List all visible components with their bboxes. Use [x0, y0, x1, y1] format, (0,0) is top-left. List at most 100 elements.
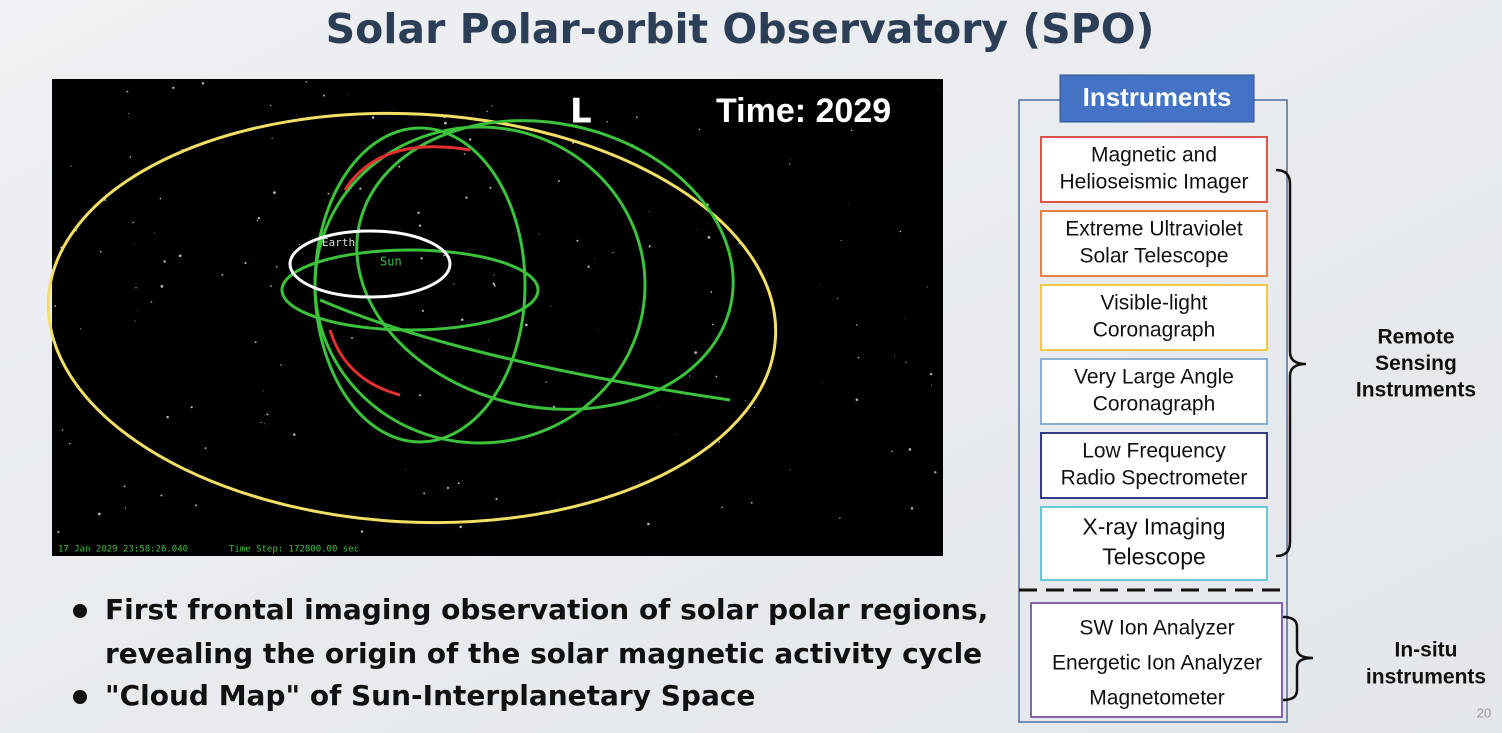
instrument-name: Solar Telescope: [1079, 245, 1228, 268]
instrument-name: Extreme Ultraviolet: [1065, 218, 1243, 241]
star: [823, 382, 825, 384]
star: [417, 211, 420, 215]
instrument-box: [1040, 506, 1268, 581]
star: [444, 121, 447, 125]
star: [855, 398, 859, 402]
star: [612, 251, 614, 254]
star: [175, 157, 177, 159]
bullet-text: revealing the origin of the solar magnet…: [105, 637, 982, 670]
star: [166, 415, 169, 419]
star: [899, 230, 902, 233]
footer-date: 17 Jan 2029 23:58:26.040: [58, 545, 188, 555]
star: [104, 199, 107, 201]
star: [172, 86, 175, 89]
star: [836, 297, 839, 300]
star: [649, 210, 651, 212]
footer-step: Time Step: 172800.00 sec: [229, 545, 359, 555]
bullet-text: "Cloud Map" of Sun-Interplanetary Space: [105, 679, 755, 712]
star: [323, 94, 326, 97]
star: [453, 283, 455, 285]
star: [244, 261, 247, 265]
star: [647, 522, 650, 526]
star: [491, 105, 493, 107]
star: [97, 512, 101, 516]
outer-orbit: [46, 111, 778, 525]
star: [639, 307, 641, 309]
overlay-prefix: L: [570, 92, 592, 132]
star: [293, 433, 296, 436]
instrument-name: Telescope: [1102, 544, 1206, 570]
star: [910, 507, 914, 510]
star: [711, 323, 714, 326]
group-label: Sensing: [1375, 352, 1457, 375]
polar-orbit: [313, 125, 647, 445]
star: [753, 406, 755, 409]
instrument-box: [1040, 432, 1268, 499]
star: [159, 197, 162, 200]
star: [446, 486, 450, 490]
star: [271, 137, 273, 139]
star: [635, 116, 638, 119]
star: [744, 400, 746, 402]
star: [524, 323, 528, 327]
instrument-box: [1040, 284, 1268, 351]
star: [421, 309, 424, 312]
star: [465, 196, 468, 199]
instrument-name: Low Frequency: [1082, 440, 1226, 463]
star: [847, 203, 849, 204]
star: [738, 243, 740, 245]
star: [908, 448, 912, 451]
star: [195, 504, 197, 507]
star: [493, 274, 495, 276]
star: [123, 485, 126, 488]
star: [127, 112, 129, 114]
bullet-dot: [73, 690, 87, 704]
star: [840, 239, 842, 242]
star: [398, 165, 401, 168]
group-label: Instruments: [1356, 379, 1476, 402]
star: [721, 506, 723, 509]
orbit-animation: Sun Earth L Time: 2029 17 Jan 2029 23:58…: [46, 79, 943, 556]
star: [134, 320, 136, 322]
star: [557, 180, 560, 183]
transfer-orbit: [319, 298, 731, 402]
star: [418, 394, 421, 397]
star: [707, 236, 711, 239]
star: [903, 318, 905, 319]
starfield: [54, 81, 940, 534]
orbits: [46, 111, 778, 525]
group-label: instruments: [1366, 666, 1486, 689]
star: [298, 243, 301, 245]
star: [850, 129, 853, 131]
star: [275, 266, 278, 268]
insitu-item: Energetic Ion Analyzer: [1052, 652, 1262, 675]
star: [150, 301, 153, 303]
star: [418, 224, 422, 227]
star: [264, 423, 265, 425]
instrument-name: Radio Spectrometer: [1061, 467, 1248, 490]
star: [61, 429, 64, 431]
remote-brace: [1275, 168, 1307, 558]
star: [178, 254, 182, 258]
star: [54, 305, 56, 307]
polar-arc: [328, 329, 401, 397]
star: [492, 282, 495, 286]
star: [521, 226, 523, 228]
star: [819, 284, 820, 286]
instrument-name: Coronagraph: [1093, 393, 1216, 416]
star: [486, 110, 488, 113]
star: [495, 497, 498, 500]
polar-arc: [343, 145, 471, 191]
star: [256, 219, 259, 222]
star: [638, 481, 640, 483]
overlay-time: Time: 2029: [716, 92, 891, 130]
star: [99, 250, 102, 253]
star: [576, 239, 579, 242]
star: [552, 405, 555, 408]
star: [254, 341, 257, 344]
star: [70, 165, 72, 167]
page-number: 20: [1477, 705, 1491, 720]
star: [129, 156, 132, 158]
instrument-box: [1040, 210, 1268, 277]
